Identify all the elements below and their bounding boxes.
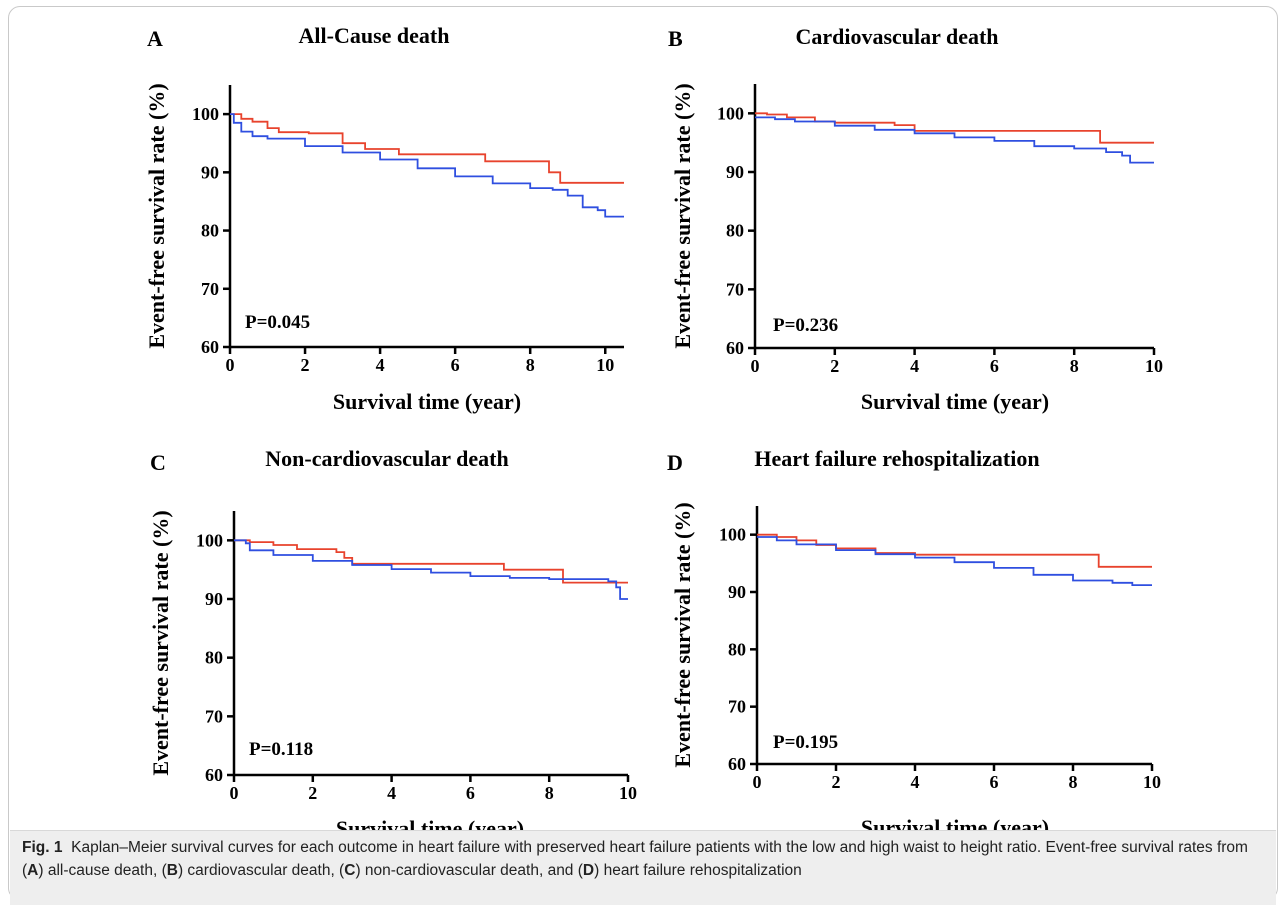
x-tick-label: 10 bbox=[1143, 772, 1161, 792]
x-tick-label: 0 bbox=[230, 783, 239, 803]
p-value-annotation: P=0.236 bbox=[773, 315, 838, 336]
x-tick-label: 4 bbox=[911, 772, 920, 792]
figure-frame bbox=[8, 6, 1278, 900]
x-axis-label: Survival time (year) bbox=[333, 389, 521, 414]
panel-d: D Heart failure rehospitalization Event-fr… bbox=[667, 446, 1161, 840]
x-tick-label: 2 bbox=[301, 355, 310, 375]
panel-letter: D bbox=[667, 450, 683, 475]
panel-a: A All-Cause death Event-free survival rate… bbox=[144, 23, 624, 414]
y-tick-label: 80 bbox=[201, 221, 219, 241]
survival-curve-blue bbox=[234, 539, 628, 600]
caption-text: ) heart failure rehospitalization bbox=[594, 862, 802, 879]
y-axis-label: Event-free survival rate (%) bbox=[670, 502, 695, 767]
caption-ref-d: D bbox=[582, 862, 595, 879]
x-axis-label: Survival time (year) bbox=[861, 389, 1049, 414]
x-tick-label: 8 bbox=[545, 783, 554, 803]
y-tick-label: 90 bbox=[205, 589, 223, 609]
panel-letter: C bbox=[150, 450, 166, 475]
x-tick-label: 4 bbox=[376, 355, 385, 375]
panel-letter: A bbox=[147, 26, 163, 51]
survival-curve-blue bbox=[230, 113, 624, 218]
chart-title: All-Cause death bbox=[299, 23, 450, 48]
caption-text: Kaplan–Meier survival curves for each ou… bbox=[22, 839, 1248, 879]
x-tick-label: 6 bbox=[466, 783, 475, 803]
figure-caption: Fig. 1 Kaplan–Meier survival curves for … bbox=[22, 836, 1262, 882]
panel-b: B Cardiovascular death Event-free survival… bbox=[668, 24, 1163, 414]
y-tick-label: 60 bbox=[205, 765, 223, 785]
x-tick-label: 2 bbox=[832, 772, 841, 792]
caption-label: Fig. 1 bbox=[22, 839, 63, 856]
caption-ref-b: B bbox=[166, 862, 178, 879]
y-tick-label: 80 bbox=[726, 221, 744, 241]
caption-ref-a: A bbox=[27, 862, 39, 879]
survival-curve-blue bbox=[755, 116, 1154, 164]
x-tick-label: 0 bbox=[753, 772, 762, 792]
y-tick-label: 100 bbox=[196, 530, 223, 550]
caption-text: ) all-cause death, ( bbox=[38, 862, 167, 879]
survival-curve-red bbox=[234, 539, 628, 584]
x-tick-label: 8 bbox=[1070, 356, 1079, 376]
y-tick-label: 90 bbox=[726, 162, 744, 182]
y-tick-label: 70 bbox=[201, 279, 219, 299]
x-tick-label: 6 bbox=[990, 356, 999, 376]
y-tick-label: 90 bbox=[201, 162, 219, 182]
y-tick-label: 100 bbox=[719, 525, 746, 545]
x-tick-label: 2 bbox=[308, 783, 317, 803]
p-value-annotation: P=0.118 bbox=[249, 739, 313, 760]
survival-curve-red bbox=[230, 113, 624, 184]
survival-curve-blue bbox=[757, 536, 1152, 586]
y-axis-label: Event-free survival rate (%) bbox=[144, 83, 169, 348]
y-axis-label: Event-free survival rate (%) bbox=[148, 510, 173, 775]
x-tick-label: 10 bbox=[619, 783, 637, 803]
y-tick-label: 70 bbox=[728, 697, 746, 717]
y-axis-label: Event-free survival rate (%) bbox=[670, 83, 695, 348]
x-tick-label: 0 bbox=[226, 355, 235, 375]
p-value-annotation: P=0.045 bbox=[245, 312, 310, 333]
chart-title: Cardiovascular death bbox=[795, 24, 998, 49]
x-tick-label: 10 bbox=[1145, 356, 1163, 376]
x-tick-label: 4 bbox=[910, 356, 919, 376]
x-tick-label: 4 bbox=[387, 783, 396, 803]
x-tick-label: 10 bbox=[596, 355, 614, 375]
y-tick-label: 80 bbox=[728, 639, 746, 659]
panel-c: C Non-cardiovascular death Event-free surv… bbox=[148, 446, 637, 841]
y-tick-label: 100 bbox=[192, 104, 219, 124]
x-tick-label: 8 bbox=[526, 355, 535, 375]
chart-title: Heart failure rehospitalization bbox=[754, 446, 1039, 471]
y-tick-label: 70 bbox=[205, 706, 223, 726]
y-tick-label: 60 bbox=[728, 754, 746, 774]
x-tick-label: 0 bbox=[751, 356, 760, 376]
y-tick-label: 60 bbox=[726, 338, 744, 358]
caption-text: ) non-cardiovascular death, and ( bbox=[355, 862, 583, 879]
panel-letter: B bbox=[668, 26, 683, 51]
chart-title: Non-cardiovascular death bbox=[265, 446, 508, 471]
p-value-annotation: P=0.195 bbox=[773, 732, 838, 753]
x-tick-label: 6 bbox=[990, 772, 999, 792]
caption-ref-c: C bbox=[344, 862, 356, 879]
y-tick-label: 80 bbox=[205, 648, 223, 668]
x-tick-label: 6 bbox=[451, 355, 460, 375]
caption-background bbox=[10, 830, 1276, 905]
y-tick-label: 60 bbox=[201, 337, 219, 357]
x-tick-label: 2 bbox=[830, 356, 839, 376]
x-tick-label: 8 bbox=[1069, 772, 1078, 792]
y-tick-label: 70 bbox=[726, 279, 744, 299]
y-tick-label: 100 bbox=[717, 103, 744, 123]
y-tick-label: 90 bbox=[728, 582, 746, 602]
caption-text: ) cardiovascular death, ( bbox=[177, 862, 345, 879]
